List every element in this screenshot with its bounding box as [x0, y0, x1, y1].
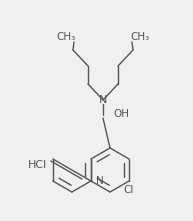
Text: Cl: Cl — [124, 185, 134, 195]
Text: CH₃: CH₃ — [56, 32, 76, 42]
Text: HCl: HCl — [28, 160, 48, 170]
Text: N: N — [96, 176, 104, 186]
Text: OH: OH — [113, 109, 129, 119]
Text: N: N — [99, 95, 107, 105]
Text: CH₃: CH₃ — [130, 32, 150, 42]
